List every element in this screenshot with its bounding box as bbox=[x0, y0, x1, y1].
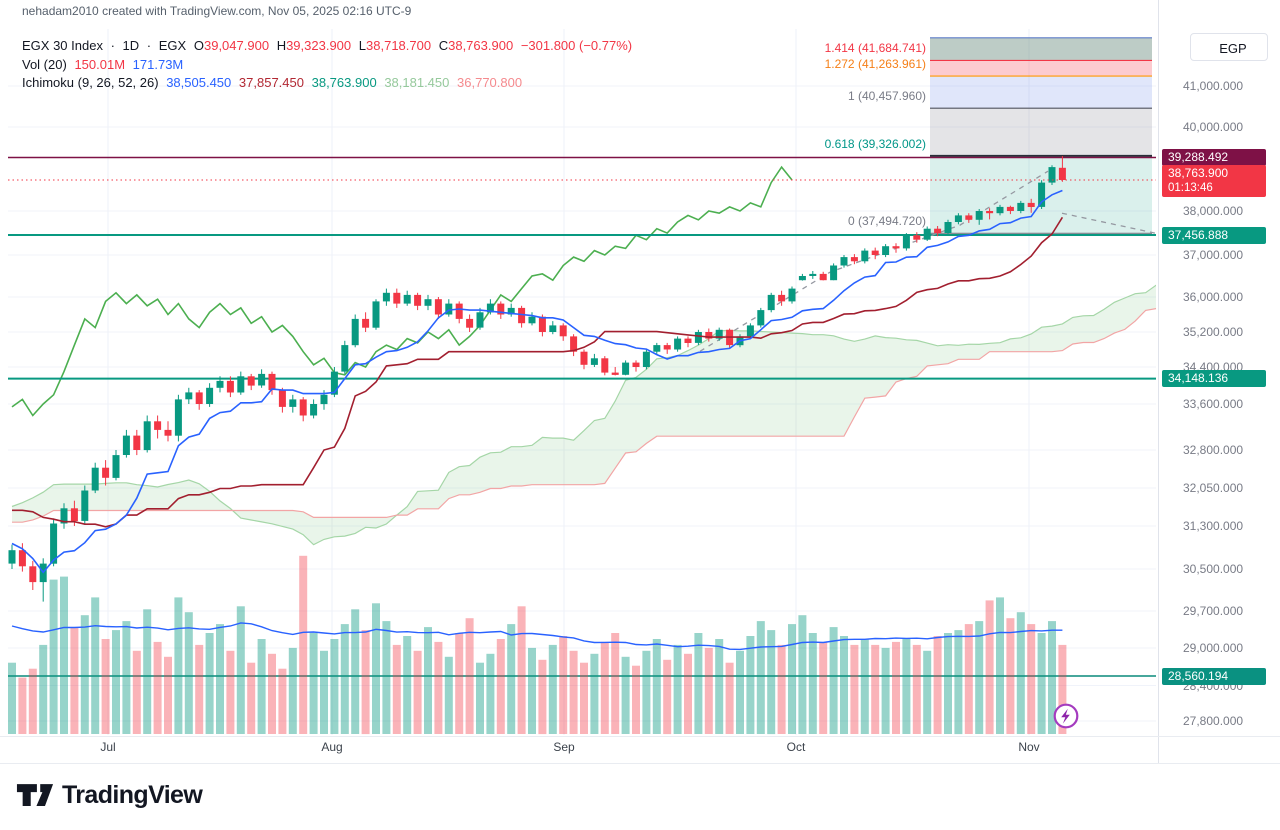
senkou-b-value: 36,770.800 bbox=[457, 75, 523, 90]
price-tick: 31,300.000 bbox=[1183, 519, 1244, 533]
price-badge: 28,560.194 bbox=[1162, 667, 1266, 685]
open-value: 39,047.900 bbox=[203, 38, 270, 53]
price-tick: 40,000.000 bbox=[1183, 120, 1244, 134]
fib-label-1.414: 1.414 (41,684.741) bbox=[824, 41, 926, 56]
symbol-title: EGX 30 Index bbox=[22, 38, 103, 53]
exchange-label: EGX bbox=[158, 38, 187, 53]
price-tick: 35,200.000 bbox=[1183, 325, 1244, 339]
legend-row-ichimoku[interactable]: Ichimoku (9, 26, 52, 26) 38,505.450 37,8… bbox=[22, 75, 526, 90]
time-tick-oct: Oct bbox=[786, 740, 806, 754]
high-value: 39,323.900 bbox=[286, 38, 352, 53]
price-badge: 37,456.888 bbox=[1162, 226, 1266, 244]
time-tick-jul: Jul bbox=[100, 740, 116, 754]
time-tick-aug: Aug bbox=[321, 740, 343, 754]
footer-divider bbox=[0, 763, 1280, 764]
attribution-header: nehadam2010 created with TradingView.com… bbox=[22, 4, 412, 18]
fib-label-1.272: 1.272 (41,263.961) bbox=[824, 57, 926, 72]
ichimoku-label: Ichimoku (9, 26, 52, 26) bbox=[22, 75, 159, 90]
legend-row-volume[interactable]: Vol (20) 150.01M 171.73M bbox=[22, 57, 187, 72]
price-badge: 39,288.492 bbox=[1162, 149, 1266, 166]
price-badge: 34,148.136 bbox=[1162, 370, 1266, 388]
separator-dot: · bbox=[146, 38, 152, 53]
tenkan-value: 38,505.450 bbox=[166, 75, 232, 90]
time-axis-border bbox=[0, 736, 1280, 737]
price-tick: 37,000.000 bbox=[1183, 248, 1244, 262]
price-tick: 41,000.000 bbox=[1183, 79, 1244, 93]
close-label: C bbox=[438, 38, 449, 53]
price-badge: 38,763.900 01:13:46 bbox=[1162, 165, 1266, 197]
brand-name: TradingView bbox=[62, 781, 203, 809]
time-tick-nov: Nov bbox=[1018, 740, 1040, 754]
volume-indicator-label: Vol (20) bbox=[22, 57, 67, 72]
legend-row-symbol[interactable]: EGX 30 Index · 1D · EGX O39,047.900 H39,… bbox=[22, 38, 636, 53]
fib-label-0: 0 (37,494.720) bbox=[847, 214, 926, 229]
tradingview-footer: TradingView bbox=[16, 781, 203, 810]
change-value: −301.800 (−0.77%) bbox=[520, 38, 633, 53]
price-tick: 38,000.000 bbox=[1183, 204, 1244, 218]
volume-ma-value: 171.73M bbox=[132, 57, 184, 72]
tradingview-logo-icon bbox=[16, 784, 54, 806]
low-label: L bbox=[358, 38, 367, 53]
price-tick: 33,600.000 bbox=[1183, 397, 1244, 411]
fib-label-0.618: 0.618 (39,326.002) bbox=[824, 136, 926, 151]
price-tick: 27,800.000 bbox=[1183, 714, 1244, 728]
time-tick-sep: Sep bbox=[553, 740, 575, 754]
chikou-value: 38,763.900 bbox=[311, 75, 377, 90]
senkou-a-value: 38,181.450 bbox=[384, 75, 450, 90]
price-tick: 30,500.000 bbox=[1183, 562, 1244, 576]
price-tick: 29,700.000 bbox=[1183, 604, 1244, 618]
price-tick: 36,000.000 bbox=[1183, 290, 1244, 304]
kijun-value: 37,857.450 bbox=[238, 75, 304, 90]
high-label: H bbox=[276, 38, 287, 53]
volume-value: 150.01M bbox=[74, 57, 126, 72]
close-value: 38,763.900 bbox=[448, 38, 514, 53]
low-value: 38,718.700 bbox=[366, 38, 432, 53]
flash-icon[interactable] bbox=[1052, 702, 1080, 730]
currency-egp-button[interactable]: EGP bbox=[1190, 33, 1268, 61]
separator-dot: · bbox=[110, 38, 115, 53]
price-tick: 32,050.000 bbox=[1183, 481, 1244, 495]
fib-label-1: 1 (40,457.960) bbox=[847, 89, 926, 104]
price-tick: 29,000.000 bbox=[1183, 641, 1244, 655]
open-label: O bbox=[193, 38, 204, 53]
price-tick: 32,800.000 bbox=[1183, 443, 1244, 457]
interval-label: 1D bbox=[122, 38, 140, 53]
